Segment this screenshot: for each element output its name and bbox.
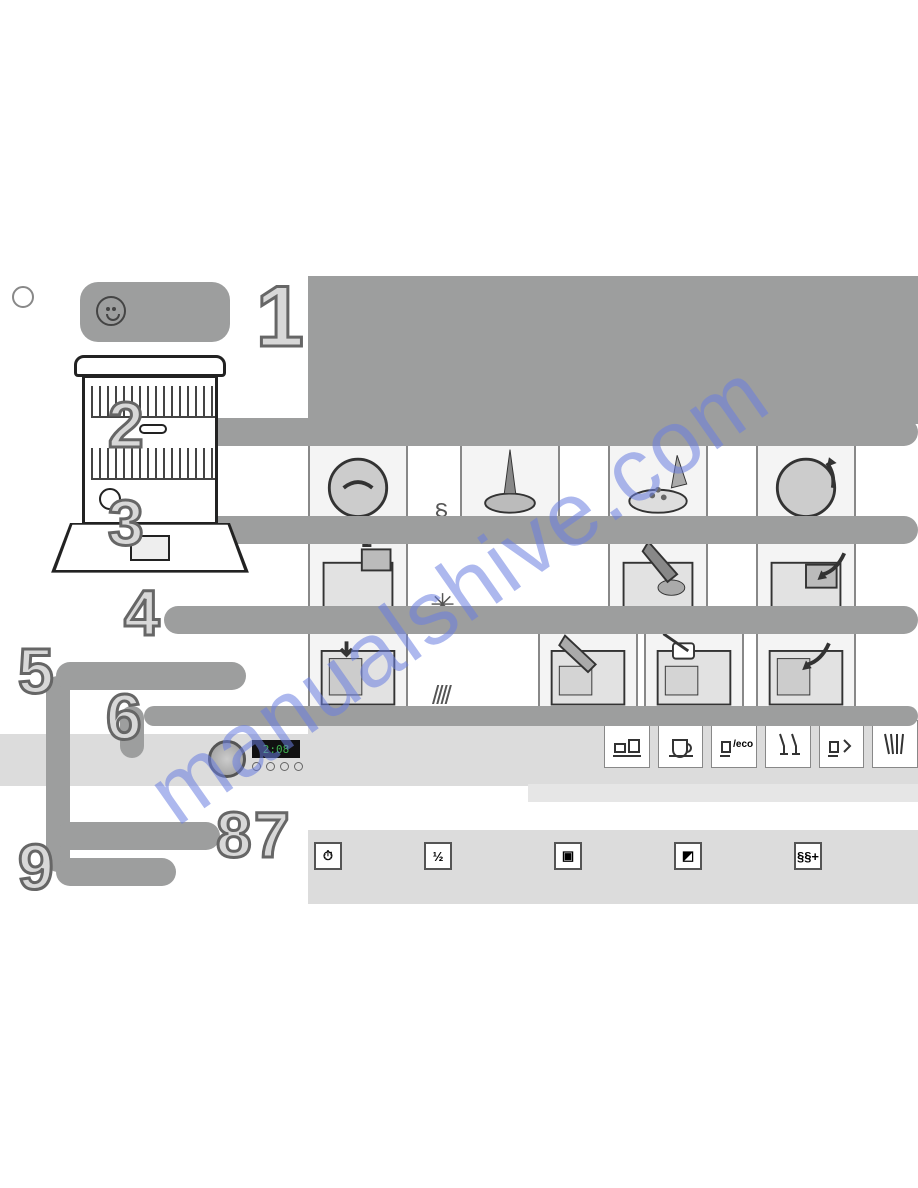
- option-delay[interactable]: ⏱: [314, 842, 342, 870]
- connector-4: [164, 606, 918, 634]
- program-quick[interactable]: [819, 720, 865, 768]
- program-cup[interactable]: [658, 720, 704, 768]
- option-hygiene[interactable]: ▣: [554, 842, 582, 870]
- time-display: 2:08: [252, 740, 300, 758]
- connector-5: [56, 662, 246, 690]
- step-number-5: 5: [18, 634, 54, 708]
- program-glass[interactable]: [765, 720, 811, 768]
- det-tab: [644, 626, 744, 718]
- smiley-icon: [96, 296, 126, 326]
- program-prerinse[interactable]: [872, 720, 918, 768]
- quick-start-badge: [80, 282, 230, 342]
- options-panel: ⏱ ½ ▣ ◩ §§+: [308, 830, 918, 904]
- option-intensive-zone[interactable]: ◩: [674, 842, 702, 870]
- step-number-3: 3: [108, 486, 144, 560]
- det-powder: [538, 626, 638, 718]
- step-number-8: 8: [216, 798, 252, 872]
- step-number-7: 7: [254, 798, 290, 872]
- connector-6: [144, 706, 918, 726]
- option-half[interactable]: ½: [424, 842, 452, 870]
- det-open: [308, 626, 408, 718]
- det-close: [756, 626, 856, 718]
- connector-2: [150, 418, 918, 446]
- connector-8: [56, 822, 220, 850]
- connector-9: [56, 858, 176, 886]
- step-number-2: 2: [108, 388, 144, 462]
- step-number-1: 1: [256, 268, 304, 367]
- program-intensive[interactable]: [604, 720, 650, 768]
- connector-3: [150, 516, 918, 544]
- program-label-strip: [528, 784, 918, 802]
- step-number-6: 6: [106, 680, 142, 754]
- page: manualshive.com 1 2 3 4 5 6 7 8 9 0-60-1…: [0, 0, 918, 1188]
- program-dial[interactable]: [208, 740, 246, 778]
- step-number-9: 9: [18, 830, 54, 904]
- step1-panel: [308, 276, 918, 424]
- step-number-4: 4: [124, 576, 160, 650]
- language-ring: [12, 286, 34, 308]
- option-extra-dry[interactable]: §§+: [794, 842, 822, 870]
- dishwasher-diagram: [70, 355, 230, 605]
- program-icons: /eco: [604, 720, 918, 768]
- program-eco[interactable]: /eco: [711, 720, 757, 768]
